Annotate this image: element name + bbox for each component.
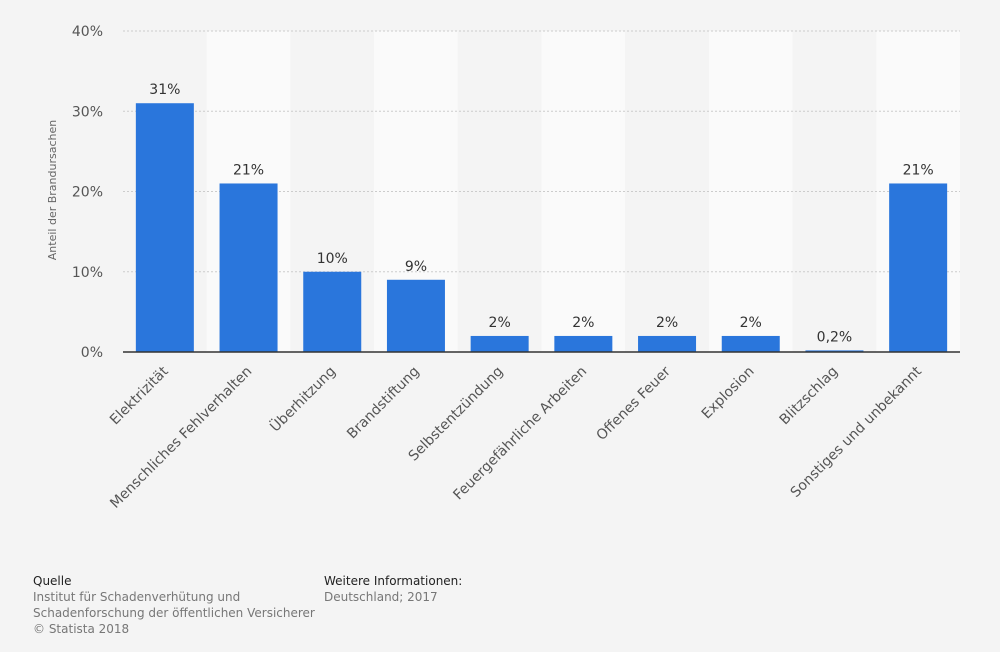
x-tick-label: Blitzschlag (777, 364, 842, 429)
value-labels: 31% 21% 10% 9% 2% 2% 2% 2% 0,2% 21% (149, 82, 933, 345)
data-label: 2% (572, 315, 594, 331)
bar (889, 183, 948, 352)
bar (638, 335, 697, 352)
y-tick-labels: 0% 10% 20% 30% 40% (72, 24, 103, 361)
source-heading: Quelle (33, 574, 72, 588)
grid-lines (123, 30, 960, 273)
x-tick-label: Selbstentzündung (406, 364, 507, 465)
y-tick-label: 30% (72, 104, 103, 120)
info-block: Weitere Informationen: Deutschland; 2017 (324, 573, 462, 605)
bar (135, 103, 194, 352)
bar (219, 183, 278, 352)
y-tick-label: 10% (72, 265, 103, 281)
bar (470, 335, 529, 352)
x-tick-label: Menschliches Fehlverhalten (107, 364, 255, 512)
y-axis-label: Anteil der Brandursachen (46, 120, 59, 260)
x-tick-label: Elektrizität (107, 363, 172, 428)
bar (805, 350, 864, 352)
copyright-line: © Statista 2018 (33, 622, 130, 636)
data-label: 31% (149, 82, 180, 98)
x-tick-label: Überhitzung (266, 362, 339, 435)
bars (135, 103, 948, 352)
bar-chart: 31% 21% 10% 9% 2% 2% 2% 2% 0,2% 21% 0% 10% 20% 30% 40… (46, 24, 960, 512)
bar (554, 335, 613, 352)
category-band (792, 31, 877, 352)
y-tick-label: 40% (72, 24, 103, 40)
source-line: Schadenforschung der öffentlichen Versic… (33, 606, 315, 620)
data-label: 10% (317, 251, 348, 267)
data-label: 21% (903, 162, 934, 178)
info-line: Deutschland; 2017 (324, 590, 438, 604)
y-tick-label: 20% (72, 185, 103, 201)
data-label: 21% (233, 162, 264, 178)
data-label: 2% (656, 315, 678, 331)
bar (303, 271, 362, 352)
x-tick-label: Offenes Feuer (594, 363, 675, 444)
bar (721, 335, 780, 352)
x-tick-label: Brandstiftung (344, 364, 423, 443)
y-tick-label: 0% (81, 345, 103, 361)
x-tick-label: Feuergefährliche Arbeiten (450, 364, 590, 504)
source-block: Quelle Institut für Schadenverhütung und… (33, 573, 315, 637)
x-tick-label: Explosion (699, 364, 758, 423)
data-label: 0,2% (817, 329, 853, 345)
data-label: 2% (489, 315, 511, 331)
bar (386, 279, 445, 352)
category-band (708, 31, 793, 352)
data-label: 2% (740, 315, 762, 331)
data-label: 9% (405, 259, 427, 275)
info-heading: Weitere Informationen: (324, 574, 463, 588)
source-line: Institut für Schadenverhütung und (33, 590, 241, 604)
